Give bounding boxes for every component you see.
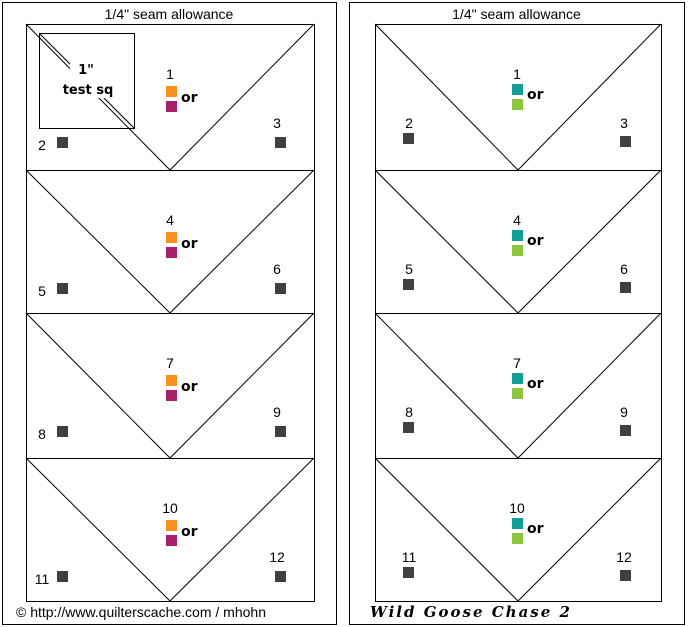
sky-piece-marker [620, 425, 631, 436]
block-outline [375, 170, 662, 314]
fabric-swatch-b [166, 535, 177, 546]
fabric-swatch-a [166, 375, 177, 386]
or-label: or [181, 90, 198, 106]
fabric-swatch-b [512, 245, 523, 256]
piece-number-right: 6 [620, 261, 628, 277]
test-square-outline [39, 33, 135, 129]
sky-piece-marker [57, 283, 68, 294]
fabric-swatch-a [512, 518, 523, 529]
or-label: or [181, 379, 198, 395]
piece-number-center: 10 [509, 500, 525, 516]
fabric-swatch-b [166, 390, 177, 401]
goose-triangle-lines [374, 457, 662, 602]
sky-piece-marker [275, 571, 286, 582]
sky-piece-marker [57, 426, 68, 437]
or-label: or [527, 87, 544, 103]
sky-piece-marker [275, 426, 286, 437]
piece-number-center: 4 [513, 212, 521, 228]
test-square: 1" test sq [38, 32, 135, 129]
piece-number-right: 3 [620, 115, 628, 131]
or-label: or [527, 233, 544, 249]
piece-number-center: 1 [513, 66, 521, 82]
piece-number-left: 8 [38, 426, 46, 442]
left-panel: 1/4" seam allowance 2 3 1 or 5 6 4 or 8 9 7 or 11 12 10… [2, 2, 337, 625]
fabric-swatch-b [512, 388, 523, 399]
fabric-swatch-b [512, 533, 523, 544]
sky-piece-marker [275, 137, 286, 148]
goose-block-2: 5 6 4 or [25, 169, 315, 314]
block-outline [375, 458, 662, 602]
sky-piece-marker [275, 283, 286, 294]
sky-piece-marker [620, 570, 631, 581]
fabric-swatch-b [166, 247, 177, 258]
sky-piece-marker [403, 422, 414, 433]
piece-number-center: 10 [162, 500, 178, 516]
sky-piece-marker [57, 137, 68, 148]
test-square-caption: test sq [63, 83, 114, 98]
goose-block-1: 2 3 1 or [374, 23, 662, 171]
fabric-swatch-a [512, 84, 523, 95]
block-outline [375, 24, 662, 171]
goose-triangle-lines [25, 457, 315, 602]
piece-number-center: 4 [166, 212, 174, 228]
sky-piece-marker [57, 571, 68, 582]
goose-triangle-lines [374, 312, 662, 459]
or-label: or [527, 521, 544, 537]
test-square-label-bg [70, 58, 116, 98]
or-label: or [181, 524, 198, 540]
piece-number-center: 1 [166, 66, 174, 82]
piece-number-left: 2 [38, 137, 46, 153]
piece-number-left: 5 [405, 261, 413, 277]
right-panel: 1/4" seam allowance 2 3 1 or 5 6 4 or 8 9 7 or 11 12 10… [349, 2, 685, 625]
piece-number-right: 9 [273, 404, 281, 420]
piece-number-center: 7 [513, 355, 521, 371]
fabric-swatch-a [512, 373, 523, 384]
sky-piece-marker [403, 567, 414, 578]
fabric-swatch-b [166, 101, 177, 112]
panel-frame [2, 2, 337, 625]
sky-piece-marker [403, 279, 414, 290]
seam-allowance-label: 1/4" seam allowance [105, 6, 234, 22]
block-outline [375, 313, 662, 459]
piece-number-left: 11 [402, 549, 417, 565]
fabric-swatch-a [166, 86, 177, 97]
piece-number-left: 8 [405, 404, 413, 420]
sky-piece-marker [403, 133, 414, 144]
block-outline [26, 458, 315, 602]
fabric-swatch-b [512, 99, 523, 110]
panel-frame [349, 2, 685, 625]
piece-number-right: 9 [620, 404, 628, 420]
piece-number-right: 6 [273, 261, 281, 277]
goose-triangle-lines [374, 169, 662, 314]
piece-number-left: 11 [35, 571, 50, 587]
goose-block-2: 5 6 4 or [374, 169, 662, 314]
piece-number-center: 7 [166, 355, 174, 371]
or-label: or [181, 236, 198, 252]
fabric-swatch-a [512, 230, 523, 241]
test-square-size: 1" [78, 63, 94, 78]
piece-number-right: 12 [269, 549, 285, 565]
piece-number-right: 12 [616, 549, 632, 565]
copyright-notice: © http://www.quilterscache.com / mhohn [16, 604, 266, 620]
fabric-swatch-a [166, 520, 177, 531]
piece-number-left: 5 [38, 283, 46, 299]
piece-number-right: 3 [273, 115, 281, 131]
goose-block-3: 8 9 7 or [25, 312, 315, 459]
goose-triangle-lines [374, 23, 662, 171]
sky-piece-marker [620, 136, 631, 147]
or-label: or [527, 376, 544, 392]
goose-block-3: 8 9 7 or [374, 312, 662, 459]
piece-number-left: 2 [405, 115, 413, 131]
seam-allowance-label: 1/4" seam allowance [452, 6, 581, 22]
pattern-name: Wild Goose Chase 2 [370, 603, 572, 621]
sky-piece-marker [620, 282, 631, 293]
fabric-swatch-a [166, 232, 177, 243]
